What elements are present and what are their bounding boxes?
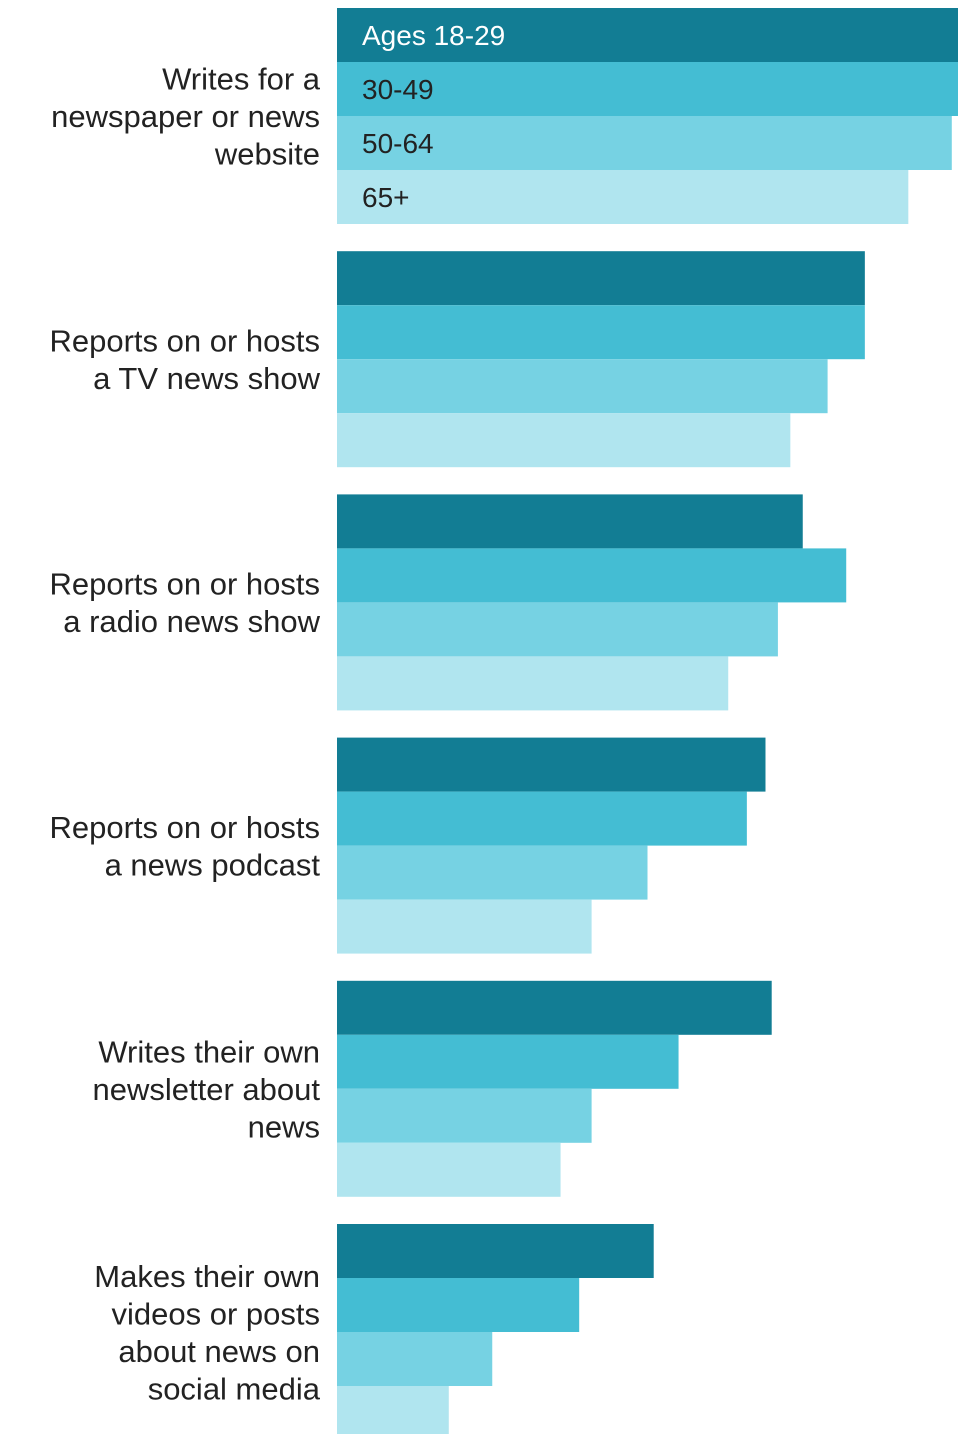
bar-ages-18-29: [337, 251, 865, 306]
bar-50-64: [337, 1088, 592, 1143]
bar-ages-18-29: [337, 494, 803, 549]
series-label: 65+: [362, 182, 410, 213]
bar-ages-18-29: [337, 1224, 654, 1278]
series-label: Ages 18-29: [362, 20, 505, 51]
category-label: Reports on or hosts a TV news show: [49, 323, 320, 396]
bar-50-64: [337, 845, 648, 900]
category-group: Reports on or hosts a TV news show: [49, 251, 865, 468]
bar-30-49: [337, 62, 958, 116]
category-group: Reports on or hosts a radio news show: [49, 494, 847, 711]
category-label: Makes their own videos or posts about news…: [94, 1259, 320, 1407]
bar-30-49: [337, 1034, 679, 1089]
bar-ages-18-29: [337, 737, 766, 792]
category-group: Reports on or hosts a news podcast: [49, 737, 766, 954]
bar-65-: [337, 1142, 561, 1197]
bar-65-: [337, 1386, 449, 1434]
category-group: Makes their own videos or posts about news…: [94, 1224, 654, 1434]
bar-50-64: [337, 1332, 493, 1386]
category-label: Writes for a newspaper or news website: [51, 62, 321, 172]
category-label: Reports on or hosts a radio news show: [49, 567, 320, 640]
series-label: 50-64: [362, 128, 434, 159]
bar-30-49: [337, 305, 865, 360]
category-label: Reports on or hosts a news podcast: [49, 810, 320, 883]
category-group: Ages 18-29 30-49 50-64 65+ Writes for a newsp…: [51, 8, 958, 224]
bar-65-: [337, 899, 592, 954]
bar-ages-18-29: [337, 980, 772, 1035]
bar-50-64: [337, 116, 952, 170]
bar-65-: [337, 170, 909, 224]
bar-ages-18-29: [337, 8, 958, 62]
bar-65-: [337, 656, 729, 711]
bar-50-64: [337, 359, 828, 414]
bar-50-64: [337, 602, 778, 657]
bar-30-49: [337, 791, 747, 846]
series-label: 30-49: [362, 74, 434, 105]
bar-30-49: [337, 1278, 580, 1332]
category-group: Writes their own newsletter about news: [93, 980, 772, 1197]
category-label: Writes their own newsletter about news: [93, 1034, 321, 1144]
bar-30-49: [337, 548, 847, 603]
bar-65-: [337, 413, 791, 468]
